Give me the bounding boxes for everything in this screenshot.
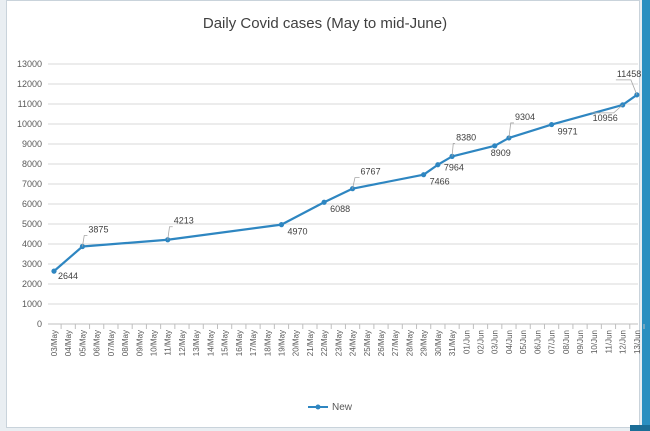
x-tick-label: 07/May <box>107 330 116 356</box>
x-tick-label: 27/May <box>391 330 400 356</box>
data-label: 2644 <box>58 271 78 281</box>
x-tick-label: 14/May <box>206 330 215 356</box>
x-tick-label: 08/May <box>121 330 130 356</box>
x-tick-label: 12/Jun <box>619 330 628 354</box>
y-tick-label: 1000 <box>22 299 42 309</box>
x-tick-label: 28/May <box>405 330 414 356</box>
x-tick-label: 20/May <box>292 330 301 356</box>
y-tick-label: 10000 <box>17 119 42 129</box>
x-tick-label: 03/May <box>50 330 59 356</box>
x-tick-label: 17/May <box>249 330 258 356</box>
x-tick-label: 19/May <box>277 330 286 356</box>
x-tick-label: 06/Jun <box>533 330 542 354</box>
y-tick-label: 2000 <box>22 279 42 289</box>
data-point <box>278 222 285 228</box>
y-axis: 0 1000 2000 3000 4000 5000 6000 7000 8000 9000 100… <box>17 59 42 329</box>
y-tick-label: 3000 <box>22 259 42 269</box>
data-label: 3875 <box>88 225 108 235</box>
x-tick-label: 08/Jun <box>562 330 571 354</box>
x-tick-label: 30/May <box>434 330 443 356</box>
y-tick-label: 5000 <box>22 219 42 229</box>
x-tick-label: 25/May <box>363 330 372 356</box>
y-tick-label: 9000 <box>22 139 42 149</box>
series-line <box>53 93 638 272</box>
y-tick-label: 7000 <box>22 179 42 189</box>
x-tick-label: 12/May <box>178 330 187 356</box>
x-tick-label: 24/May <box>349 330 358 356</box>
corner-accent <box>630 425 650 431</box>
chart-panel <box>6 0 640 428</box>
x-tick-label: 05/Jun <box>519 330 528 354</box>
data-label: 4970 <box>287 227 307 237</box>
y-tick-label: 0 <box>37 319 42 329</box>
x-tick-label: 29/May <box>420 330 429 356</box>
x-tick-label: 04/May <box>64 330 73 356</box>
data-labels: 2644 3875 4213 4970 6088 6767 7466 7964 8380 8909… <box>58 69 641 281</box>
x-tick-label: 01/Jun <box>462 330 471 354</box>
x-tick-label: 15/May <box>221 330 230 356</box>
y-tick-label: 13000 <box>17 59 42 69</box>
y-tick-label: 8000 <box>22 159 42 169</box>
data-label: 6088 <box>330 204 350 214</box>
leader-line <box>591 104 623 114</box>
x-tick-label: 05/May <box>78 330 87 356</box>
data-label: 10956 <box>593 113 618 123</box>
leader-line <box>82 235 88 247</box>
x-tick-label: 13/May <box>192 330 201 356</box>
leader-line <box>508 122 514 138</box>
x-tick-label: 10/Jun <box>590 330 599 354</box>
data-point <box>634 92 640 98</box>
x-tick-label: 21/May <box>306 330 315 356</box>
data-label: 8380 <box>456 132 476 142</box>
x-tick-label: 03/Jun <box>491 330 500 354</box>
x-tick-label: 23/May <box>334 330 343 356</box>
x-tick-label: 02/Jun <box>477 330 486 354</box>
x-tick-label: 09/May <box>135 330 144 356</box>
data-point <box>435 162 441 168</box>
x-tick-label: 18/May <box>263 330 272 356</box>
data-point <box>321 199 327 205</box>
data-label: 7964 <box>444 163 464 173</box>
leader-line <box>451 142 456 157</box>
data-label: 9304 <box>515 112 535 122</box>
x-tick-label: 06/May <box>93 330 102 356</box>
side-accent-bar <box>642 0 650 431</box>
legend-marker <box>315 404 321 410</box>
data-label: 6767 <box>361 167 381 177</box>
data-point <box>421 172 427 178</box>
data-point <box>51 268 57 274</box>
x-tick-label: 31/May <box>448 330 457 356</box>
x-axis: 03/May 04/May 05/May 06/May 07/May 08/May 09/M… <box>48 323 645 356</box>
y-tick-label: 4000 <box>22 239 42 249</box>
data-label: 8909 <box>491 148 511 158</box>
leader-line <box>167 226 173 240</box>
x-tick-label: 09/Jun <box>576 330 585 354</box>
x-tick-label: 13/Jun <box>633 330 642 354</box>
chart-title: Daily Covid cases (May to mid-June) <box>203 15 447 32</box>
x-tick-label: 04/Jun <box>505 330 514 354</box>
legend-label: New <box>332 402 353 413</box>
y-tick-label: 11000 <box>18 99 42 109</box>
y-tick-label: 12000 <box>17 79 42 89</box>
data-label: 7466 <box>430 177 450 187</box>
x-tick-label: 26/May <box>377 330 386 356</box>
data-label: 4213 <box>174 216 194 226</box>
series-new <box>51 92 640 274</box>
x-tick-label: 22/May <box>320 330 329 356</box>
data-point <box>492 143 498 149</box>
legend: New <box>308 402 353 413</box>
x-tick-label: 11/Jun <box>604 330 613 353</box>
data-label: 11458 <box>617 69 641 79</box>
x-tick-label: 11/May <box>164 330 173 356</box>
data-point <box>548 121 555 128</box>
x-tick-label: 07/Jun <box>548 330 557 354</box>
x-tick-label: 16/May <box>235 330 244 356</box>
y-tick-label: 6000 <box>22 199 42 209</box>
data-label: 9971 <box>558 127 578 137</box>
leader-line <box>352 177 360 189</box>
leader-line <box>615 79 638 95</box>
x-tick-label: 10/May <box>150 330 159 356</box>
